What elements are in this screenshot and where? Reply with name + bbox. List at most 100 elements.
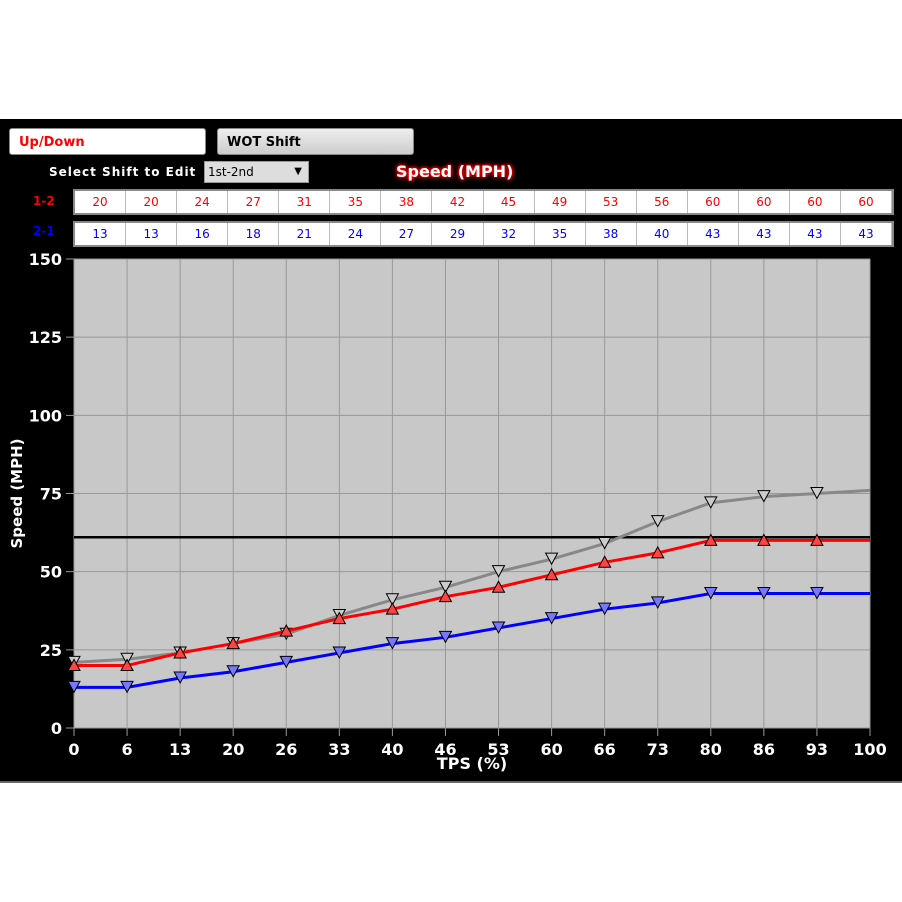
cell[interactable]: 60	[688, 191, 739, 213]
data-point-marker	[703, 533, 718, 546]
chart-title: Speed (MPH)	[396, 162, 514, 181]
series-line	[74, 538, 870, 667]
data-point-marker	[544, 612, 559, 625]
y-axis-label: Speed (MPH)	[8, 438, 26, 548]
data-point-marker	[67, 658, 81, 671]
data-point-marker	[385, 602, 400, 615]
x-tick-label: 66	[594, 740, 616, 759]
chevron-down-icon: ▼	[294, 166, 302, 177]
data-point-marker	[544, 552, 559, 566]
cell[interactable]: 43	[841, 223, 892, 245]
cell[interactable]: 13	[126, 223, 178, 245]
x-axis-label: TPS (%)	[437, 754, 507, 773]
cell[interactable]: 60	[790, 191, 841, 213]
cell[interactable]: 40	[637, 223, 688, 245]
data-point-marker	[703, 587, 718, 600]
tab-up-down[interactable]: Up/Down	[9, 128, 206, 155]
x-tick-label: 26	[275, 740, 297, 759]
cell[interactable]: 56	[637, 191, 688, 213]
x-tick-label: 40	[381, 740, 403, 759]
x-tick-label: 6	[121, 740, 132, 759]
data-point-marker	[173, 645, 187, 659]
cell[interactable]: 27	[381, 223, 433, 245]
data-point-marker	[385, 593, 400, 606]
x-tick-label: 100	[853, 740, 886, 759]
data-point-marker	[226, 636, 241, 650]
y-tick-label: 100	[29, 406, 62, 425]
cell[interactable]: 24	[177, 191, 229, 213]
downshift-row: 13 13 16 18 21 24 27 29 32 35 38 40 43 43 43 43	[73, 221, 894, 247]
data-point-marker	[173, 671, 187, 685]
shift-select[interactable]: 1st-2nd ▼	[204, 161, 309, 183]
x-tick-label: 46	[434, 740, 456, 759]
cell[interactable]: 29	[432, 223, 484, 245]
y-tick-label: 150	[29, 250, 62, 269]
x-tick-label: 73	[647, 740, 669, 759]
cell[interactable]: 24	[330, 223, 382, 245]
speed-chart: 0 6 13 20 26 33 40 46 53 60 66 73 80 86 93 100 0 25 50 75 10…	[8, 250, 887, 773]
x-tick-label: 0	[68, 740, 79, 759]
data-point-marker	[544, 567, 559, 581]
data-point-marker	[385, 637, 400, 650]
cell[interactable]: 20	[75, 191, 127, 213]
data-point-marker	[650, 515, 665, 528]
cell[interactable]: 18	[228, 223, 280, 245]
data-point-marker	[650, 545, 665, 559]
cell[interactable]: 27	[228, 191, 280, 213]
data-point-marker	[438, 630, 453, 644]
cell[interactable]: 43	[790, 223, 841, 245]
cell[interactable]: 31	[279, 191, 331, 213]
x-tick-label: 60	[540, 740, 562, 759]
data-point-marker	[810, 587, 824, 600]
cell[interactable]: 13	[75, 223, 127, 245]
data-point-marker	[597, 537, 612, 550]
data-point-marker	[120, 680, 134, 694]
cell[interactable]: 32	[484, 223, 535, 245]
cell[interactable]: 60	[739, 191, 790, 213]
data-point-marker	[120, 658, 134, 671]
cell[interactable]: 20	[126, 191, 178, 213]
cell[interactable]: 45	[484, 191, 535, 213]
data-point-marker	[438, 580, 453, 594]
data-point-marker	[491, 621, 506, 634]
cell[interactable]: 38	[381, 191, 433, 213]
x-tick-label: 13	[169, 740, 191, 759]
cell[interactable]: 53	[586, 191, 637, 213]
upshift-row: 20 20 24 27 31 35 38 42 45 49 53 56 60 60 60 60	[73, 189, 894, 215]
data-point-marker	[703, 496, 718, 509]
data-point-marker	[757, 533, 771, 546]
cell[interactable]: 38	[586, 223, 637, 245]
x-tick-label: 93	[806, 740, 828, 759]
cell[interactable]: 35	[535, 223, 586, 245]
cell[interactable]: 16	[177, 223, 229, 245]
cell[interactable]: 42	[432, 191, 484, 213]
y-tick-label: 75	[40, 485, 62, 504]
data-point-marker	[597, 555, 612, 568]
data-point-marker	[226, 665, 241, 678]
data-point-marker	[650, 596, 665, 609]
series-line	[74, 592, 870, 689]
data-point-marker	[491, 580, 506, 593]
y-tick-label: 125	[29, 328, 62, 347]
x-tick-label: 20	[222, 740, 244, 759]
data-point-marker	[438, 589, 453, 603]
cell[interactable]: 43	[739, 223, 790, 245]
data-point-marker	[332, 646, 347, 660]
x-tick-label: 80	[700, 740, 722, 759]
data-point-marker	[332, 611, 347, 625]
cell[interactable]: 49	[535, 191, 586, 213]
x-tick-label: 86	[753, 740, 775, 759]
tab-wot-shift[interactable]: WOT Shift	[217, 128, 414, 155]
row-label-1-2: 1-2	[33, 194, 55, 208]
shift-select-value: 1st-2nd	[208, 165, 254, 179]
data-point-marker	[597, 602, 612, 616]
data-point-marker	[810, 487, 824, 500]
data-point-marker	[491, 565, 506, 578]
x-tick-label: 53	[487, 740, 509, 759]
data-point-marker	[810, 533, 824, 546]
row-label-2-1: 2-1	[33, 224, 55, 238]
cell[interactable]: 60	[841, 191, 892, 213]
cell[interactable]: 21	[279, 223, 331, 245]
cell[interactable]: 43	[688, 223, 739, 245]
cell[interactable]: 35	[330, 191, 382, 213]
